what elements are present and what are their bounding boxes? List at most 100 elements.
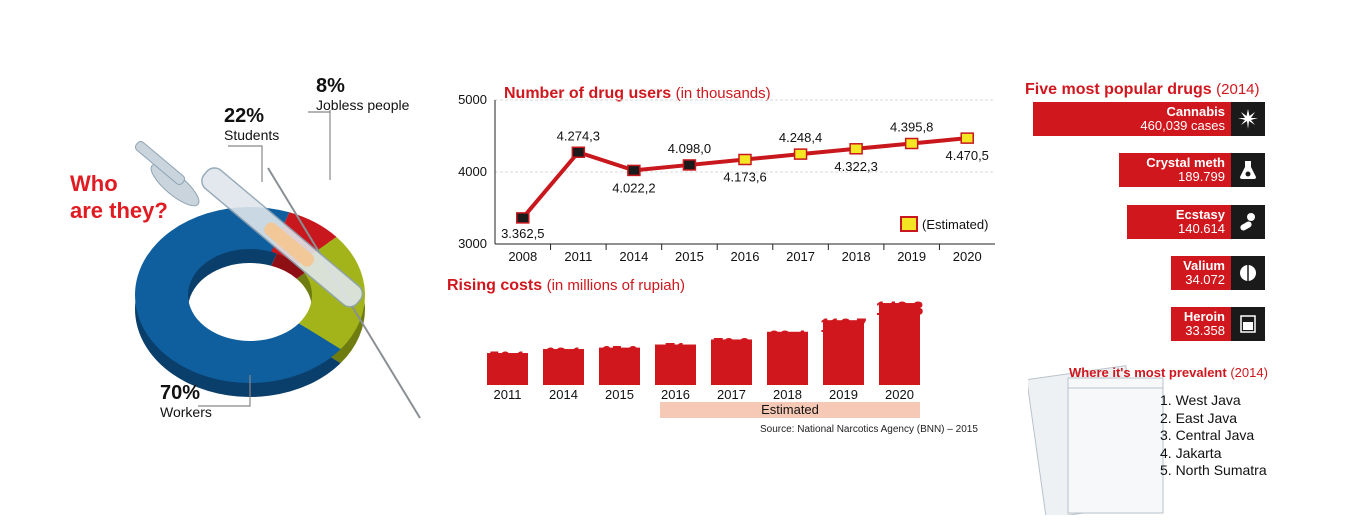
x-tick-label: 2017 <box>786 249 815 264</box>
data-point <box>738 153 752 166</box>
segment-workers-label: Workers <box>160 404 212 420</box>
data-point <box>571 146 586 159</box>
pills-icon <box>1231 205 1265 239</box>
drug-bar: Ecstasy 140.614 <box>1127 205 1231 239</box>
data-label: 4.322,3 <box>834 159 877 174</box>
drug-row-cannabis: Cannabis 460,039 cases <box>1033 102 1265 136</box>
ziplock-bags-illustration <box>1028 365 1164 515</box>
drug-row-ecstasy: Ecstasy 140.614 <box>1127 205 1265 239</box>
prevalent-item: 3. Central Java <box>1160 427 1255 443</box>
bar-category-label: 2015 <box>605 387 634 402</box>
prevalent-item: 2. East Java <box>1160 409 1238 426</box>
bar-category-label: 2014 <box>549 387 578 402</box>
x-tick-label: 2014 <box>619 249 648 264</box>
bar <box>823 320 864 385</box>
data-label: 4.248,4 <box>779 130 822 145</box>
bar-value-label: 56.1 <box>489 349 526 370</box>
costs-title-sub: (in millions of rupiah) <box>546 277 685 294</box>
segment-jobless-label: Jobless people <box>316 97 410 113</box>
segment-students-label: Students <box>224 127 280 143</box>
estimated-band: Estimated <box>660 402 920 418</box>
data-label: 4.274,3 <box>557 128 600 143</box>
popular-title-main: Five most popular drugs <box>1025 81 1212 98</box>
bar-value-label: 113.7 <box>820 316 867 337</box>
bar <box>767 331 808 385</box>
data-point <box>682 159 697 171</box>
bar-category-label: 2018 <box>773 387 802 402</box>
segment-workers: 70% Workers <box>160 382 212 420</box>
y-tick-label: 4000 <box>458 164 487 179</box>
powder-bag-icon <box>1231 307 1265 341</box>
users-title-main: Number of drug users <box>504 85 672 102</box>
users-title-sub: (in thousands) <box>675 85 771 102</box>
x-tick-label: 2016 <box>731 249 760 264</box>
x-tick-label: 2018 <box>842 249 871 264</box>
bar-value-label: 63.1 <box>545 345 582 366</box>
bar-value-label: 93.4 <box>769 328 806 349</box>
bar <box>879 303 920 385</box>
bar-value-label: 79.9 <box>713 335 750 356</box>
prevalent-title-sub: (2014) <box>1230 365 1268 380</box>
bar-value-label: 65.6 <box>601 344 638 365</box>
prevalent-list: 1. West Java 2. East Java 3. Central Jav… <box>1160 392 1267 480</box>
data-point <box>904 137 919 150</box>
bar-value-label: 143.8 <box>876 299 924 320</box>
drug-bar: Valium 34.072 <box>1171 256 1231 290</box>
bar <box>487 353 528 385</box>
users-legend: (Estimated) <box>900 216 988 232</box>
users-chart-title: Number of drug users (in thousands) <box>504 85 771 103</box>
drug-value: 33.358 <box>1185 323 1225 338</box>
drug-name: Ecstasy <box>1175 207 1225 222</box>
data-point <box>793 148 808 160</box>
segment-jobless-pct: 8% <box>316 75 345 97</box>
data-point <box>960 132 974 144</box>
segment-workers-pct: 70% <box>160 382 201 404</box>
who-title: Who are they? <box>70 170 168 224</box>
bar-category-label: 2011 <box>494 387 522 402</box>
syringe-illustration <box>134 141 421 419</box>
prevalent-item: 1. West Java <box>1160 392 1241 408</box>
bar <box>655 344 696 385</box>
data-point <box>627 164 641 177</box>
estimated-band-label: Estimated <box>761 402 819 417</box>
bar <box>543 349 584 385</box>
segment-students: 22% Students <box>224 105 279 143</box>
estimated-marker-icon <box>900 216 918 232</box>
drug-name: Heroin <box>1183 309 1225 324</box>
drug-name: Valium <box>1183 258 1225 273</box>
cannabis-leaf-icon <box>1231 102 1265 136</box>
y-tick-label: 3000 <box>458 236 487 251</box>
x-tick-label: 2011 <box>564 249 592 264</box>
users-legend-label: (Estimated) <box>922 216 989 232</box>
drug-row-valium: Valium 34.072 <box>1171 256 1265 290</box>
costs-chart-title: Rising costs (in millions of rupiah) <box>447 277 685 295</box>
segment-jobless: 8% Jobless people <box>316 75 409 113</box>
donut-slice-workers <box>134 206 341 383</box>
bar-value-label: 71 <box>665 341 687 362</box>
donut-chart <box>134 141 421 419</box>
data-label: 4.022,2 <box>612 180 655 195</box>
data-label: 4.470,5 <box>946 148 989 163</box>
popular-title: Five most popular drugs (2014) <box>1025 81 1260 99</box>
drug-name: Crystal meth <box>1146 155 1225 170</box>
drug-bar: Heroin 33.358 <box>1171 307 1231 341</box>
lab-flask-icon <box>1231 153 1265 187</box>
drug-name: Cannabis <box>1166 104 1225 119</box>
prevalent-item: 4. Jakarta <box>1160 444 1222 461</box>
bar-category-label: 2016 <box>661 387 690 402</box>
data-point <box>516 212 530 224</box>
prevalent-title-main: Where it's most prevalent <box>1069 365 1227 380</box>
drug-value: 34.072 <box>1185 272 1225 287</box>
drug-row-heroin: Heroin 33.358 <box>1171 307 1265 341</box>
drug-value: 189.799 <box>1178 169 1225 184</box>
costs-title-main: Rising costs <box>447 277 543 294</box>
bar <box>599 347 640 385</box>
data-point <box>849 143 863 155</box>
segment-students-pct: 22% <box>224 105 265 127</box>
bar-category-label: 2020 <box>885 387 914 402</box>
data-label: 4.098,0 <box>668 141 711 156</box>
bar <box>711 339 752 385</box>
users-line-chart: 3000 4000 5000 2008 2011 2014 2015 2016 2017 2018… <box>458 92 995 264</box>
drug-value: 140.614 <box>1178 221 1225 236</box>
data-label: 3.362,5 <box>501 226 544 241</box>
